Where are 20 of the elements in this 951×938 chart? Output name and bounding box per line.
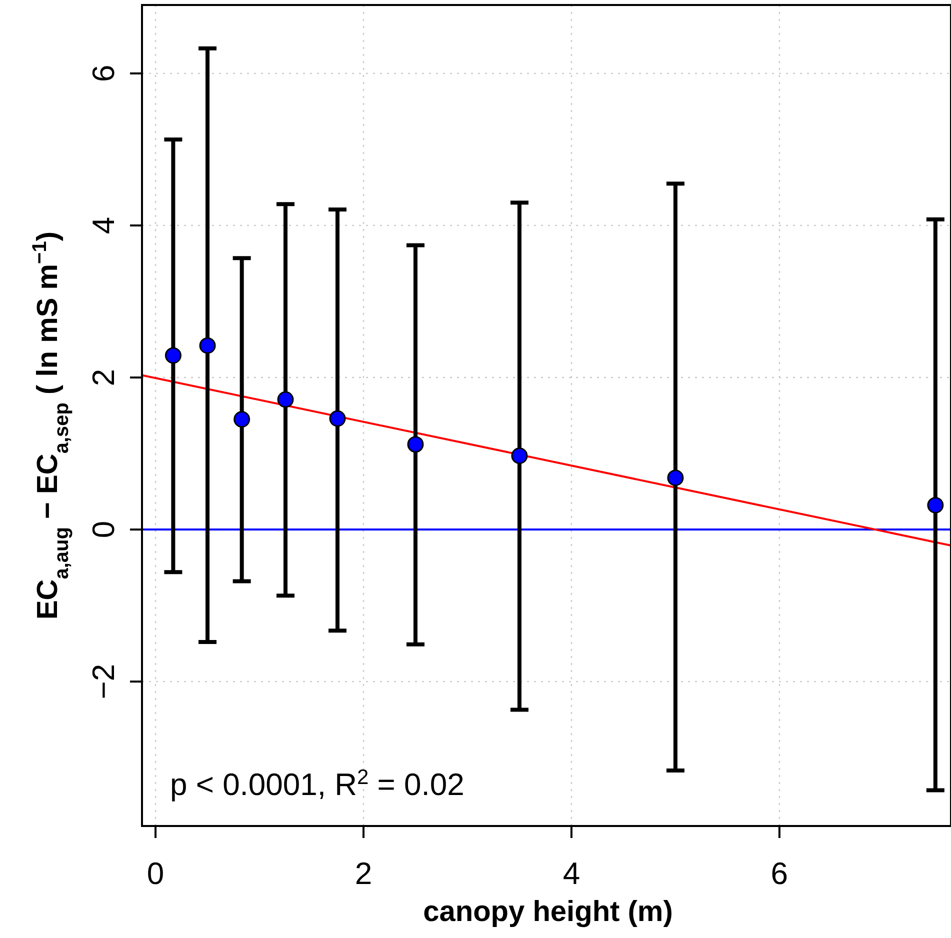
x-tick-label: 4 <box>562 856 580 891</box>
y-tick-label: 0 <box>86 520 122 538</box>
point <box>667 470 684 486</box>
x-axis-title: canopy height (m) <box>423 896 673 928</box>
point <box>511 448 528 464</box>
y-tick-label: 6 <box>86 64 122 82</box>
point <box>329 410 346 427</box>
point <box>234 411 250 428</box>
y-tick-label: 4 <box>86 216 122 234</box>
point <box>164 347 182 364</box>
y-tick-label: −2 <box>86 664 122 700</box>
x-tick-label: 6 <box>770 856 788 891</box>
y-tick-label: 2 <box>86 368 122 386</box>
x-tick-label: 2 <box>354 856 372 891</box>
point <box>927 496 944 514</box>
x-tick-label: 0 <box>146 856 164 891</box>
point <box>199 337 216 354</box>
point <box>407 436 424 453</box>
annotation: p < 0.0001, R$^{2}$ = 0.02 <box>170 766 464 802</box>
point <box>277 391 294 408</box>
